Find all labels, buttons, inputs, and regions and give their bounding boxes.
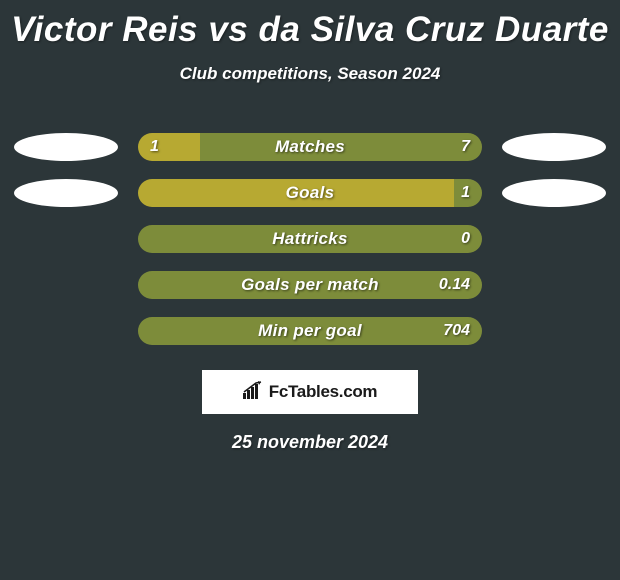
right-ellipse: [502, 133, 606, 161]
stat-label: Matches: [138, 133, 482, 161]
stat-row: 0Hattricks: [0, 216, 620, 262]
stat-row: 1Goals: [0, 170, 620, 216]
date-text: 25 november 2024: [0, 432, 620, 453]
stat-bar: 1Goals: [138, 179, 482, 207]
logo-text: FcTables.com: [269, 382, 378, 402]
right-ellipse: [502, 179, 606, 207]
stat-bar: 704Min per goal: [138, 317, 482, 345]
stats-container: 17Matches 1Goals 0Hattricks 0.14Goals per m…: [0, 124, 620, 354]
stat-label: Goals per match: [138, 271, 482, 299]
stat-label: Hattricks: [138, 225, 482, 253]
stat-row: 704Min per goal: [0, 308, 620, 354]
stat-row: 17Matches: [0, 124, 620, 170]
stat-bar: 0.14Goals per match: [138, 271, 482, 299]
subtitle: Club competitions, Season 2024: [0, 64, 620, 84]
logo-box: FcTables.com: [202, 370, 418, 414]
stat-label: Goals: [138, 179, 482, 207]
stat-label: Min per goal: [138, 317, 482, 345]
left-ellipse: [14, 179, 118, 207]
stat-bar: 0Hattricks: [138, 225, 482, 253]
stat-bar: 17Matches: [138, 133, 482, 161]
page-title: Victor Reis vs da Silva Cruz Duarte: [0, 0, 620, 50]
stat-row: 0.14Goals per match: [0, 262, 620, 308]
left-ellipse: [14, 133, 118, 161]
chart-icon: [243, 381, 265, 404]
